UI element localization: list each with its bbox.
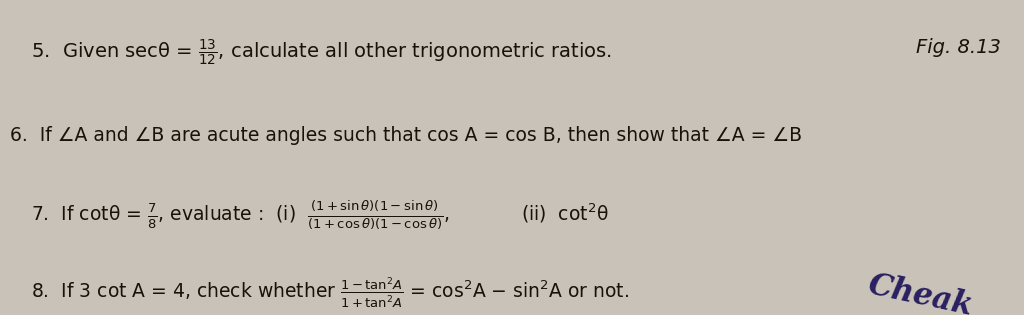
Text: 7.  If cotθ = $\frac{7}{8}$, evaluate :  (i)  $\frac{(1 + \sin\theta)(1 - \sin\t: 7. If cotθ = $\frac{7}{8}$, evaluate : (…: [31, 198, 608, 231]
Text: Cheak: Cheak: [865, 270, 976, 315]
Text: Fig. 8.13: Fig. 8.13: [916, 38, 1001, 57]
Text: 8.  If 3 cot A = 4, check whether $\frac{1 - \tan^{2}\!A}{1 + \tan^{2}\!A}$ = co: 8. If 3 cot A = 4, check whether $\frac{…: [31, 276, 629, 310]
Text: 5.  Given secθ = $\frac{13}{12}$, calculate all other trigonometric ratios.: 5. Given secθ = $\frac{13}{12}$, calcula…: [31, 38, 611, 68]
Text: 6.  If ∠A and ∠B are acute angles such that cos A = cos B, then show that ∠A = ∠: 6. If ∠A and ∠B are acute angles such th…: [10, 126, 803, 145]
